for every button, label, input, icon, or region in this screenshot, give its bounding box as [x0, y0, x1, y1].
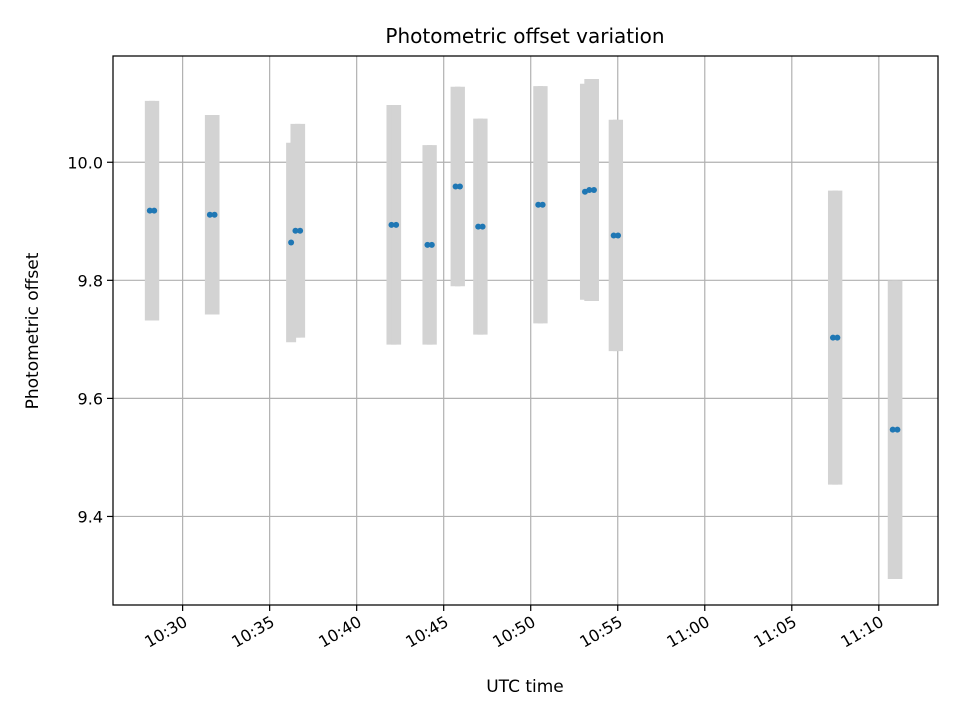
data-point	[456, 183, 463, 190]
data-points	[146, 183, 901, 433]
chart-title: Photometric offset variation	[385, 24, 664, 48]
data-point	[615, 232, 622, 239]
data-point	[388, 221, 395, 228]
data-point	[428, 241, 435, 248]
y-tick-label: 10.0	[67, 153, 103, 172]
data-point	[586, 187, 593, 194]
plot-area-frame	[112, 55, 939, 606]
data-point	[206, 211, 213, 218]
data-point	[539, 201, 546, 208]
data-point	[151, 207, 158, 214]
data-point	[297, 227, 304, 234]
y-tick-label: 9.6	[78, 389, 103, 408]
data-point	[479, 223, 486, 230]
data-point	[452, 183, 459, 190]
data-point	[894, 426, 901, 433]
data-point	[475, 223, 482, 230]
data-point	[829, 334, 836, 341]
data-point	[834, 334, 841, 341]
y-axis-label: Photometric offset	[23, 252, 43, 409]
x-axis-label: UTC time	[486, 677, 564, 697]
data-point	[424, 241, 431, 248]
data-point	[610, 232, 617, 239]
data-point	[211, 211, 218, 218]
y-axis-ticks: 9.4 9.6 9.8 10.0	[67, 153, 113, 526]
data-point	[535, 201, 542, 208]
data-point	[393, 221, 400, 228]
data-point	[292, 227, 299, 234]
data-point	[288, 239, 295, 246]
data-point	[146, 207, 153, 214]
y-tick-label: 9.4	[78, 507, 103, 526]
y-tick-label: 9.8	[78, 271, 103, 290]
data-point	[889, 426, 896, 433]
data-point	[590, 187, 597, 194]
